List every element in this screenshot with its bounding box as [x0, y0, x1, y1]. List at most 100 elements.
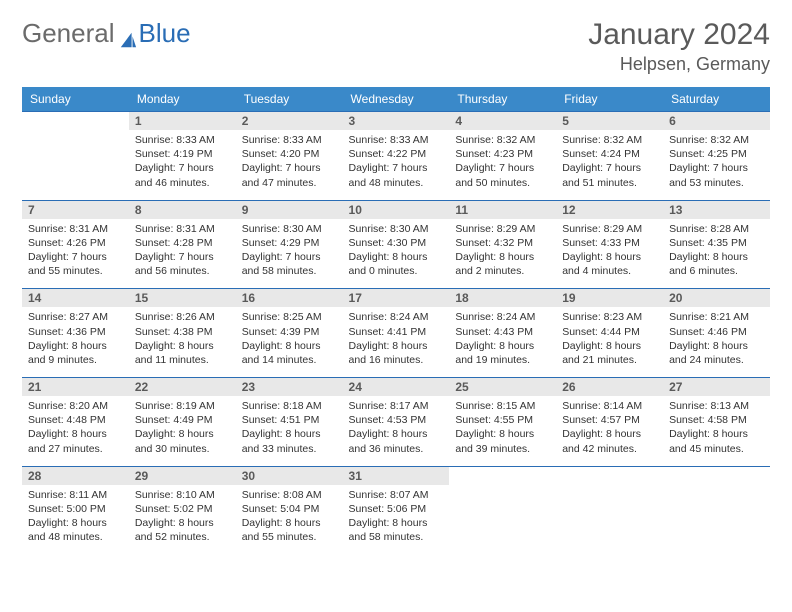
sunset-text: Sunset: 4:25 PM: [669, 147, 764, 161]
daylight-text-1: Daylight: 8 hours: [28, 339, 123, 353]
day-cell: Sunrise: 8:23 AMSunset: 4:44 PMDaylight:…: [556, 307, 663, 377]
sunset-text: Sunset: 4:29 PM: [242, 236, 337, 250]
location: Helpsen, Germany: [588, 54, 770, 75]
sunset-text: Sunset: 4:48 PM: [28, 413, 123, 427]
daylight-text-2: and 48 minutes.: [28, 530, 123, 544]
day-cell: Sunrise: 8:20 AMSunset: 4:48 PMDaylight:…: [22, 396, 129, 466]
sunset-text: Sunset: 4:30 PM: [349, 236, 444, 250]
sunset-text: Sunset: 4:24 PM: [562, 147, 657, 161]
daylight-text-1: Daylight: 7 hours: [28, 250, 123, 264]
daylight-text-1: Daylight: 8 hours: [28, 427, 123, 441]
day-cell: Sunrise: 8:17 AMSunset: 4:53 PMDaylight:…: [343, 396, 450, 466]
day-number: 26: [556, 378, 663, 397]
day-cell: Sunrise: 8:25 AMSunset: 4:39 PMDaylight:…: [236, 307, 343, 377]
sunrise-text: Sunrise: 8:31 AM: [135, 222, 230, 236]
day-number-row: 28293031: [22, 466, 770, 485]
day-cell: Sunrise: 8:08 AMSunset: 5:04 PMDaylight:…: [236, 485, 343, 555]
day-cell: Sunrise: 8:13 AMSunset: 4:58 PMDaylight:…: [663, 396, 770, 466]
sunrise-text: Sunrise: 8:25 AM: [242, 310, 337, 324]
daylight-text-1: Daylight: 8 hours: [562, 250, 657, 264]
daylight-text-1: Daylight: 8 hours: [135, 427, 230, 441]
sunset-text: Sunset: 4:22 PM: [349, 147, 444, 161]
day-content-row: Sunrise: 8:20 AMSunset: 4:48 PMDaylight:…: [22, 396, 770, 466]
daylight-text-2: and 52 minutes.: [135, 530, 230, 544]
sunrise-text: Sunrise: 8:29 AM: [562, 222, 657, 236]
daylight-text-2: and 33 minutes.: [242, 442, 337, 456]
sunset-text: Sunset: 4:41 PM: [349, 325, 444, 339]
sunset-text: Sunset: 4:55 PM: [455, 413, 550, 427]
calendar-table: SundayMondayTuesdayWednesdayThursdayFrid…: [22, 87, 770, 554]
daylight-text-2: and 45 minutes.: [669, 442, 764, 456]
day-number: 9: [236, 200, 343, 219]
day-cell: Sunrise: 8:32 AMSunset: 4:24 PMDaylight:…: [556, 130, 663, 200]
daylight-text-1: Daylight: 8 hours: [242, 516, 337, 530]
weekday-header: Friday: [556, 87, 663, 112]
daylight-text-2: and 16 minutes.: [349, 353, 444, 367]
day-number: 19: [556, 289, 663, 308]
sunset-text: Sunset: 5:04 PM: [242, 502, 337, 516]
day-cell: Sunrise: 8:30 AMSunset: 4:30 PMDaylight:…: [343, 219, 450, 289]
daylight-text-2: and 51 minutes.: [562, 176, 657, 190]
daylight-text-1: Daylight: 8 hours: [28, 516, 123, 530]
day-cell: Sunrise: 8:21 AMSunset: 4:46 PMDaylight:…: [663, 307, 770, 377]
day-number: 22: [129, 378, 236, 397]
day-cell: Sunrise: 8:31 AMSunset: 4:28 PMDaylight:…: [129, 219, 236, 289]
day-number: 17: [343, 289, 450, 308]
daylight-text-2: and 24 minutes.: [669, 353, 764, 367]
weekday-header: Monday: [129, 87, 236, 112]
daylight-text-1: Daylight: 8 hours: [562, 339, 657, 353]
day-number: [663, 466, 770, 485]
day-cell: Sunrise: 8:24 AMSunset: 4:43 PMDaylight:…: [449, 307, 556, 377]
day-number: 5: [556, 112, 663, 131]
day-cell: Sunrise: 8:33 AMSunset: 4:19 PMDaylight:…: [129, 130, 236, 200]
sunset-text: Sunset: 4:33 PM: [562, 236, 657, 250]
sunrise-text: Sunrise: 8:26 AM: [135, 310, 230, 324]
sunrise-text: Sunrise: 8:24 AM: [349, 310, 444, 324]
day-cell: Sunrise: 8:26 AMSunset: 4:38 PMDaylight:…: [129, 307, 236, 377]
sunrise-text: Sunrise: 8:20 AM: [28, 399, 123, 413]
daylight-text-2: and 27 minutes.: [28, 442, 123, 456]
sunrise-text: Sunrise: 8:30 AM: [242, 222, 337, 236]
daylight-text-2: and 0 minutes.: [349, 264, 444, 278]
sunrise-text: Sunrise: 8:24 AM: [455, 310, 550, 324]
day-number: [449, 466, 556, 485]
day-cell: Sunrise: 8:11 AMSunset: 5:00 PMDaylight:…: [22, 485, 129, 555]
day-number: 7: [22, 200, 129, 219]
day-cell: Sunrise: 8:32 AMSunset: 4:25 PMDaylight:…: [663, 130, 770, 200]
sunrise-text: Sunrise: 8:27 AM: [28, 310, 123, 324]
daylight-text-2: and 58 minutes.: [349, 530, 444, 544]
sunset-text: Sunset: 4:28 PM: [135, 236, 230, 250]
day-number: 28: [22, 466, 129, 485]
daylight-text-1: Daylight: 8 hours: [242, 339, 337, 353]
day-cell: [556, 485, 663, 555]
daylight-text-1: Daylight: 8 hours: [135, 516, 230, 530]
day-number: 4: [449, 112, 556, 131]
day-content-row: Sunrise: 8:11 AMSunset: 5:00 PMDaylight:…: [22, 485, 770, 555]
day-number: 16: [236, 289, 343, 308]
day-cell: Sunrise: 8:19 AMSunset: 4:49 PMDaylight:…: [129, 396, 236, 466]
daylight-text-2: and 2 minutes.: [455, 264, 550, 278]
daylight-text-1: Daylight: 8 hours: [455, 250, 550, 264]
day-cell: Sunrise: 8:33 AMSunset: 4:20 PMDaylight:…: [236, 130, 343, 200]
day-cell: Sunrise: 8:18 AMSunset: 4:51 PMDaylight:…: [236, 396, 343, 466]
sunrise-text: Sunrise: 8:21 AM: [669, 310, 764, 324]
day-number: 8: [129, 200, 236, 219]
daylight-text-1: Daylight: 8 hours: [349, 516, 444, 530]
sunset-text: Sunset: 4:46 PM: [669, 325, 764, 339]
sunset-text: Sunset: 5:02 PM: [135, 502, 230, 516]
day-cell: [663, 485, 770, 555]
daylight-text-2: and 19 minutes.: [455, 353, 550, 367]
daylight-text-1: Daylight: 8 hours: [669, 427, 764, 441]
daylight-text-1: Daylight: 8 hours: [135, 339, 230, 353]
weekday-header: Thursday: [449, 87, 556, 112]
sunset-text: Sunset: 4:23 PM: [455, 147, 550, 161]
sunrise-text: Sunrise: 8:11 AM: [28, 488, 123, 502]
daylight-text-2: and 55 minutes.: [242, 530, 337, 544]
day-number: [556, 466, 663, 485]
sunset-text: Sunset: 4:51 PM: [242, 413, 337, 427]
sunset-text: Sunset: 4:43 PM: [455, 325, 550, 339]
day-cell: Sunrise: 8:29 AMSunset: 4:33 PMDaylight:…: [556, 219, 663, 289]
day-cell: Sunrise: 8:24 AMSunset: 4:41 PMDaylight:…: [343, 307, 450, 377]
day-cell: Sunrise: 8:15 AMSunset: 4:55 PMDaylight:…: [449, 396, 556, 466]
daylight-text-1: Daylight: 8 hours: [349, 250, 444, 264]
